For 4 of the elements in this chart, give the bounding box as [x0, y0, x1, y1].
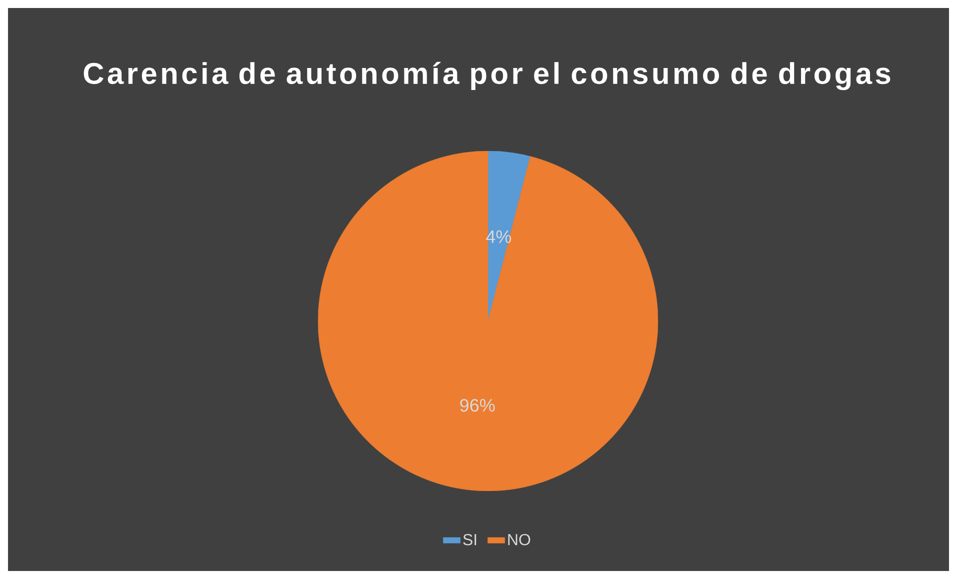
legend-label: SI: [463, 534, 476, 546]
legend-label: NO: [508, 534, 530, 546]
chart-title: Carencia de autonomía por el consumo de drogas: [84, 62, 890, 90]
data-label: 96%: [460, 398, 495, 412]
